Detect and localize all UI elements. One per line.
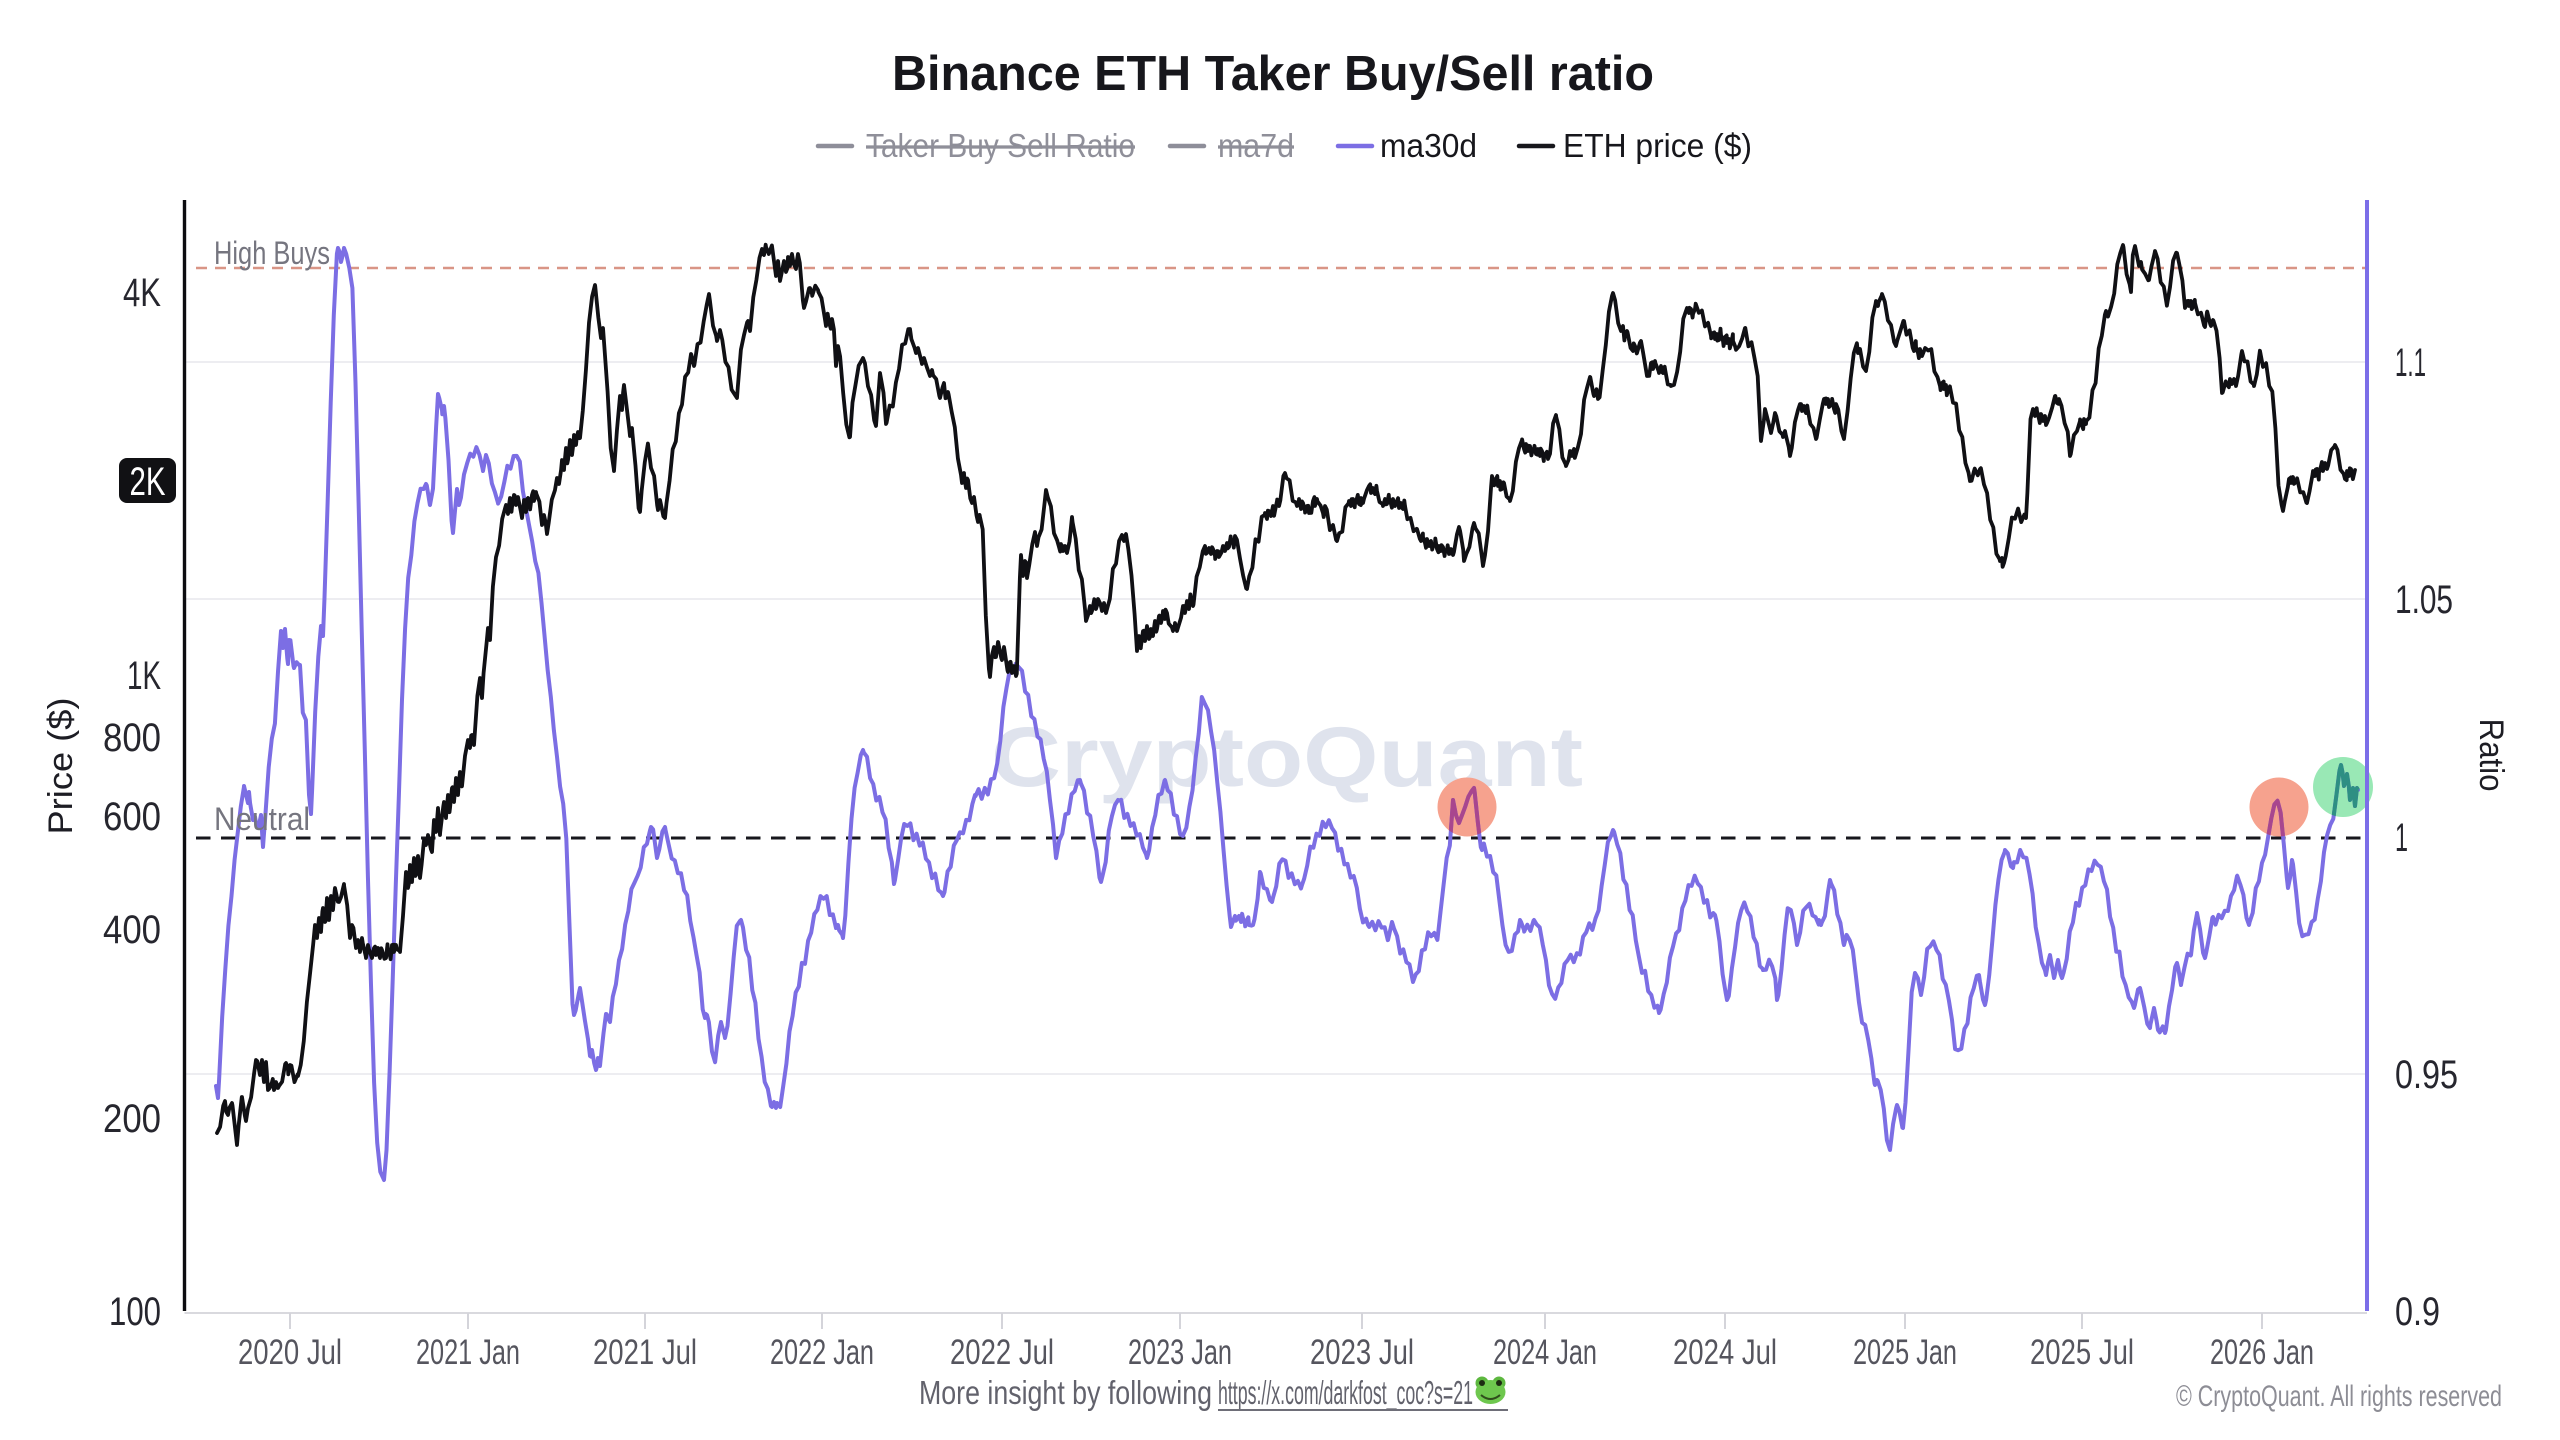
svg-text:0.9: 0.9 — [2395, 1290, 2440, 1334]
svg-text:2022 Jul: 2022 Jul — [950, 1333, 1054, 1372]
svg-text:More insight by following: More insight by following — [919, 1374, 1212, 1411]
svg-text:2021 Jul: 2021 Jul — [593, 1333, 697, 1372]
svg-text:Price ($): Price ($) — [42, 698, 80, 835]
svg-text:2025 Jul: 2025 Jul — [2030, 1333, 2134, 1372]
svg-text:1.05: 1.05 — [2395, 578, 2453, 622]
svg-text:High Buys: High Buys — [214, 235, 330, 271]
svg-text:600: 600 — [103, 795, 161, 839]
svg-text:2023 Jul: 2023 Jul — [1310, 1333, 1414, 1372]
svg-text:© CryptoQuant. All rights rese: © CryptoQuant. All rights reserved — [2176, 1380, 2502, 1413]
svg-text:800: 800 — [103, 716, 161, 760]
svg-text:4K: 4K — [123, 271, 161, 315]
svg-text:Taker Buy Sell Ratio: Taker Buy Sell Ratio — [866, 127, 1135, 164]
svg-text:https://x.com/darkfost_coc?s=2: https://x.com/darkfost_coc?s=21 — [1218, 1374, 1473, 1411]
svg-text:1.1: 1.1 — [2395, 341, 2426, 385]
svg-text:100: 100 — [109, 1290, 161, 1334]
svg-text:2021 Jan: 2021 Jan — [416, 1333, 520, 1372]
svg-text:400: 400 — [103, 908, 161, 952]
svg-text:CryptoQuant: CryptoQuant — [991, 710, 1583, 804]
svg-text:2024 Jan: 2024 Jan — [1493, 1333, 1597, 1372]
svg-text:2K: 2K — [130, 460, 166, 504]
svg-text:ma7d: ma7d — [1218, 127, 1294, 164]
svg-text:ETH price ($): ETH price ($) — [1563, 127, 1752, 164]
svg-text:2024 Jul: 2024 Jul — [1673, 1333, 1777, 1372]
svg-text:2022 Jan: 2022 Jan — [770, 1333, 874, 1372]
svg-text:0.95: 0.95 — [2395, 1053, 2458, 1097]
svg-text:2023 Jan: 2023 Jan — [1128, 1333, 1232, 1372]
svg-text:1: 1 — [2395, 816, 2408, 860]
svg-text:Neutral: Neutral — [214, 801, 310, 837]
svg-text:Binance ETH Taker Buy/Sell rat: Binance ETH Taker Buy/Sell ratio — [892, 47, 1654, 101]
svg-text:2026 Jan: 2026 Jan — [2210, 1333, 2314, 1372]
svg-text:Ratio: Ratio — [2472, 719, 2510, 792]
svg-text:200: 200 — [103, 1097, 161, 1141]
svg-text:1K: 1K — [127, 654, 161, 698]
svg-text:ma30d: ma30d — [1380, 127, 1477, 164]
svg-text:2025 Jan: 2025 Jan — [1853, 1333, 1957, 1372]
svg-text:2020 Jul: 2020 Jul — [238, 1333, 342, 1372]
